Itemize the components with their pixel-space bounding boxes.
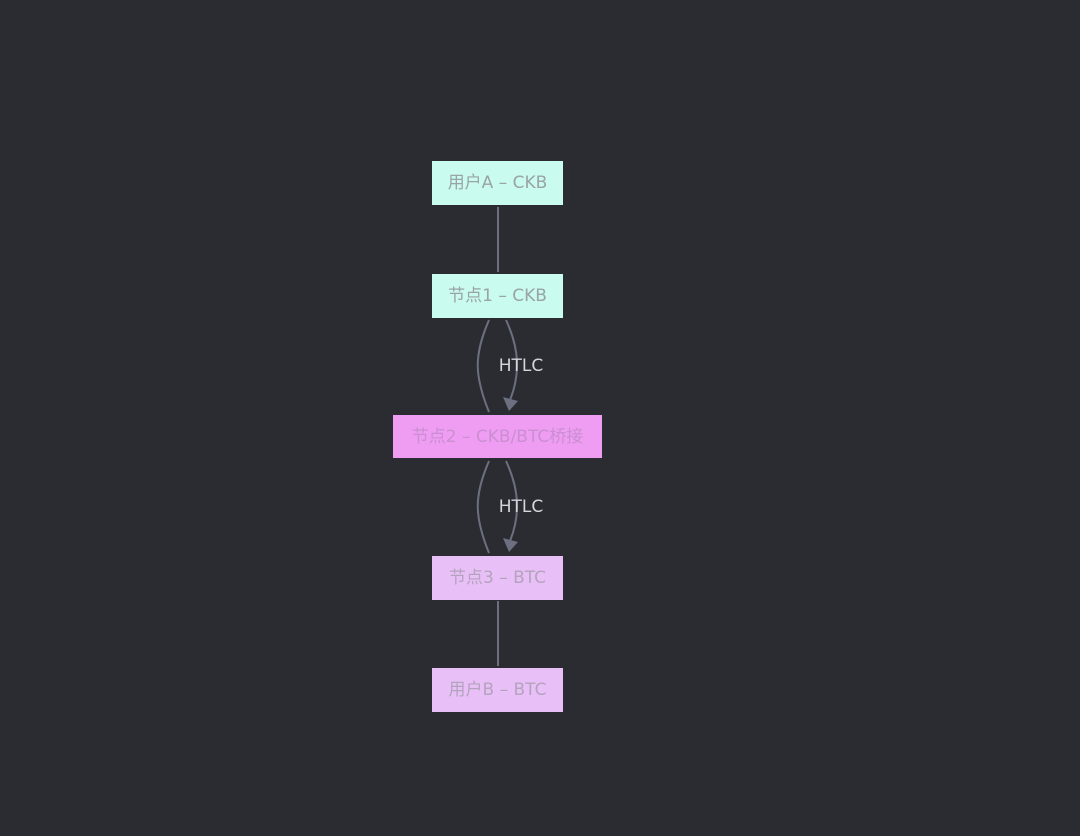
edge-node2-node3-return (476, 460, 490, 554)
node-user-b[interactable]: 用户B – BTC (432, 668, 563, 712)
node-label: 用户A – CKB (448, 173, 548, 193)
arrowhead-icon (503, 397, 518, 411)
node-2[interactable]: 节点2 – CKB/BTC桥接 (393, 415, 602, 458)
node-label: 用户B – BTC (449, 680, 547, 700)
edge-node1-node2-return (476, 319, 490, 413)
node-label: 节点3 – BTC (449, 568, 546, 588)
edge-node1-node2-htlc (505, 319, 518, 401)
edge-label-htlc-2: HTLC (499, 497, 544, 517)
node-label: 节点1 – CKB (448, 286, 547, 306)
node-user-a[interactable]: 用户A – CKB (432, 161, 563, 205)
edge-label-htlc-1: HTLC (499, 356, 544, 376)
edge-node2-node3-htlc (505, 460, 518, 542)
node-label: 节点2 – CKB/BTC桥接 (412, 427, 583, 447)
node-1[interactable]: 节点1 – CKB (432, 274, 563, 318)
node-3[interactable]: 节点3 – BTC (432, 556, 563, 600)
arrowhead-icon (503, 538, 518, 552)
